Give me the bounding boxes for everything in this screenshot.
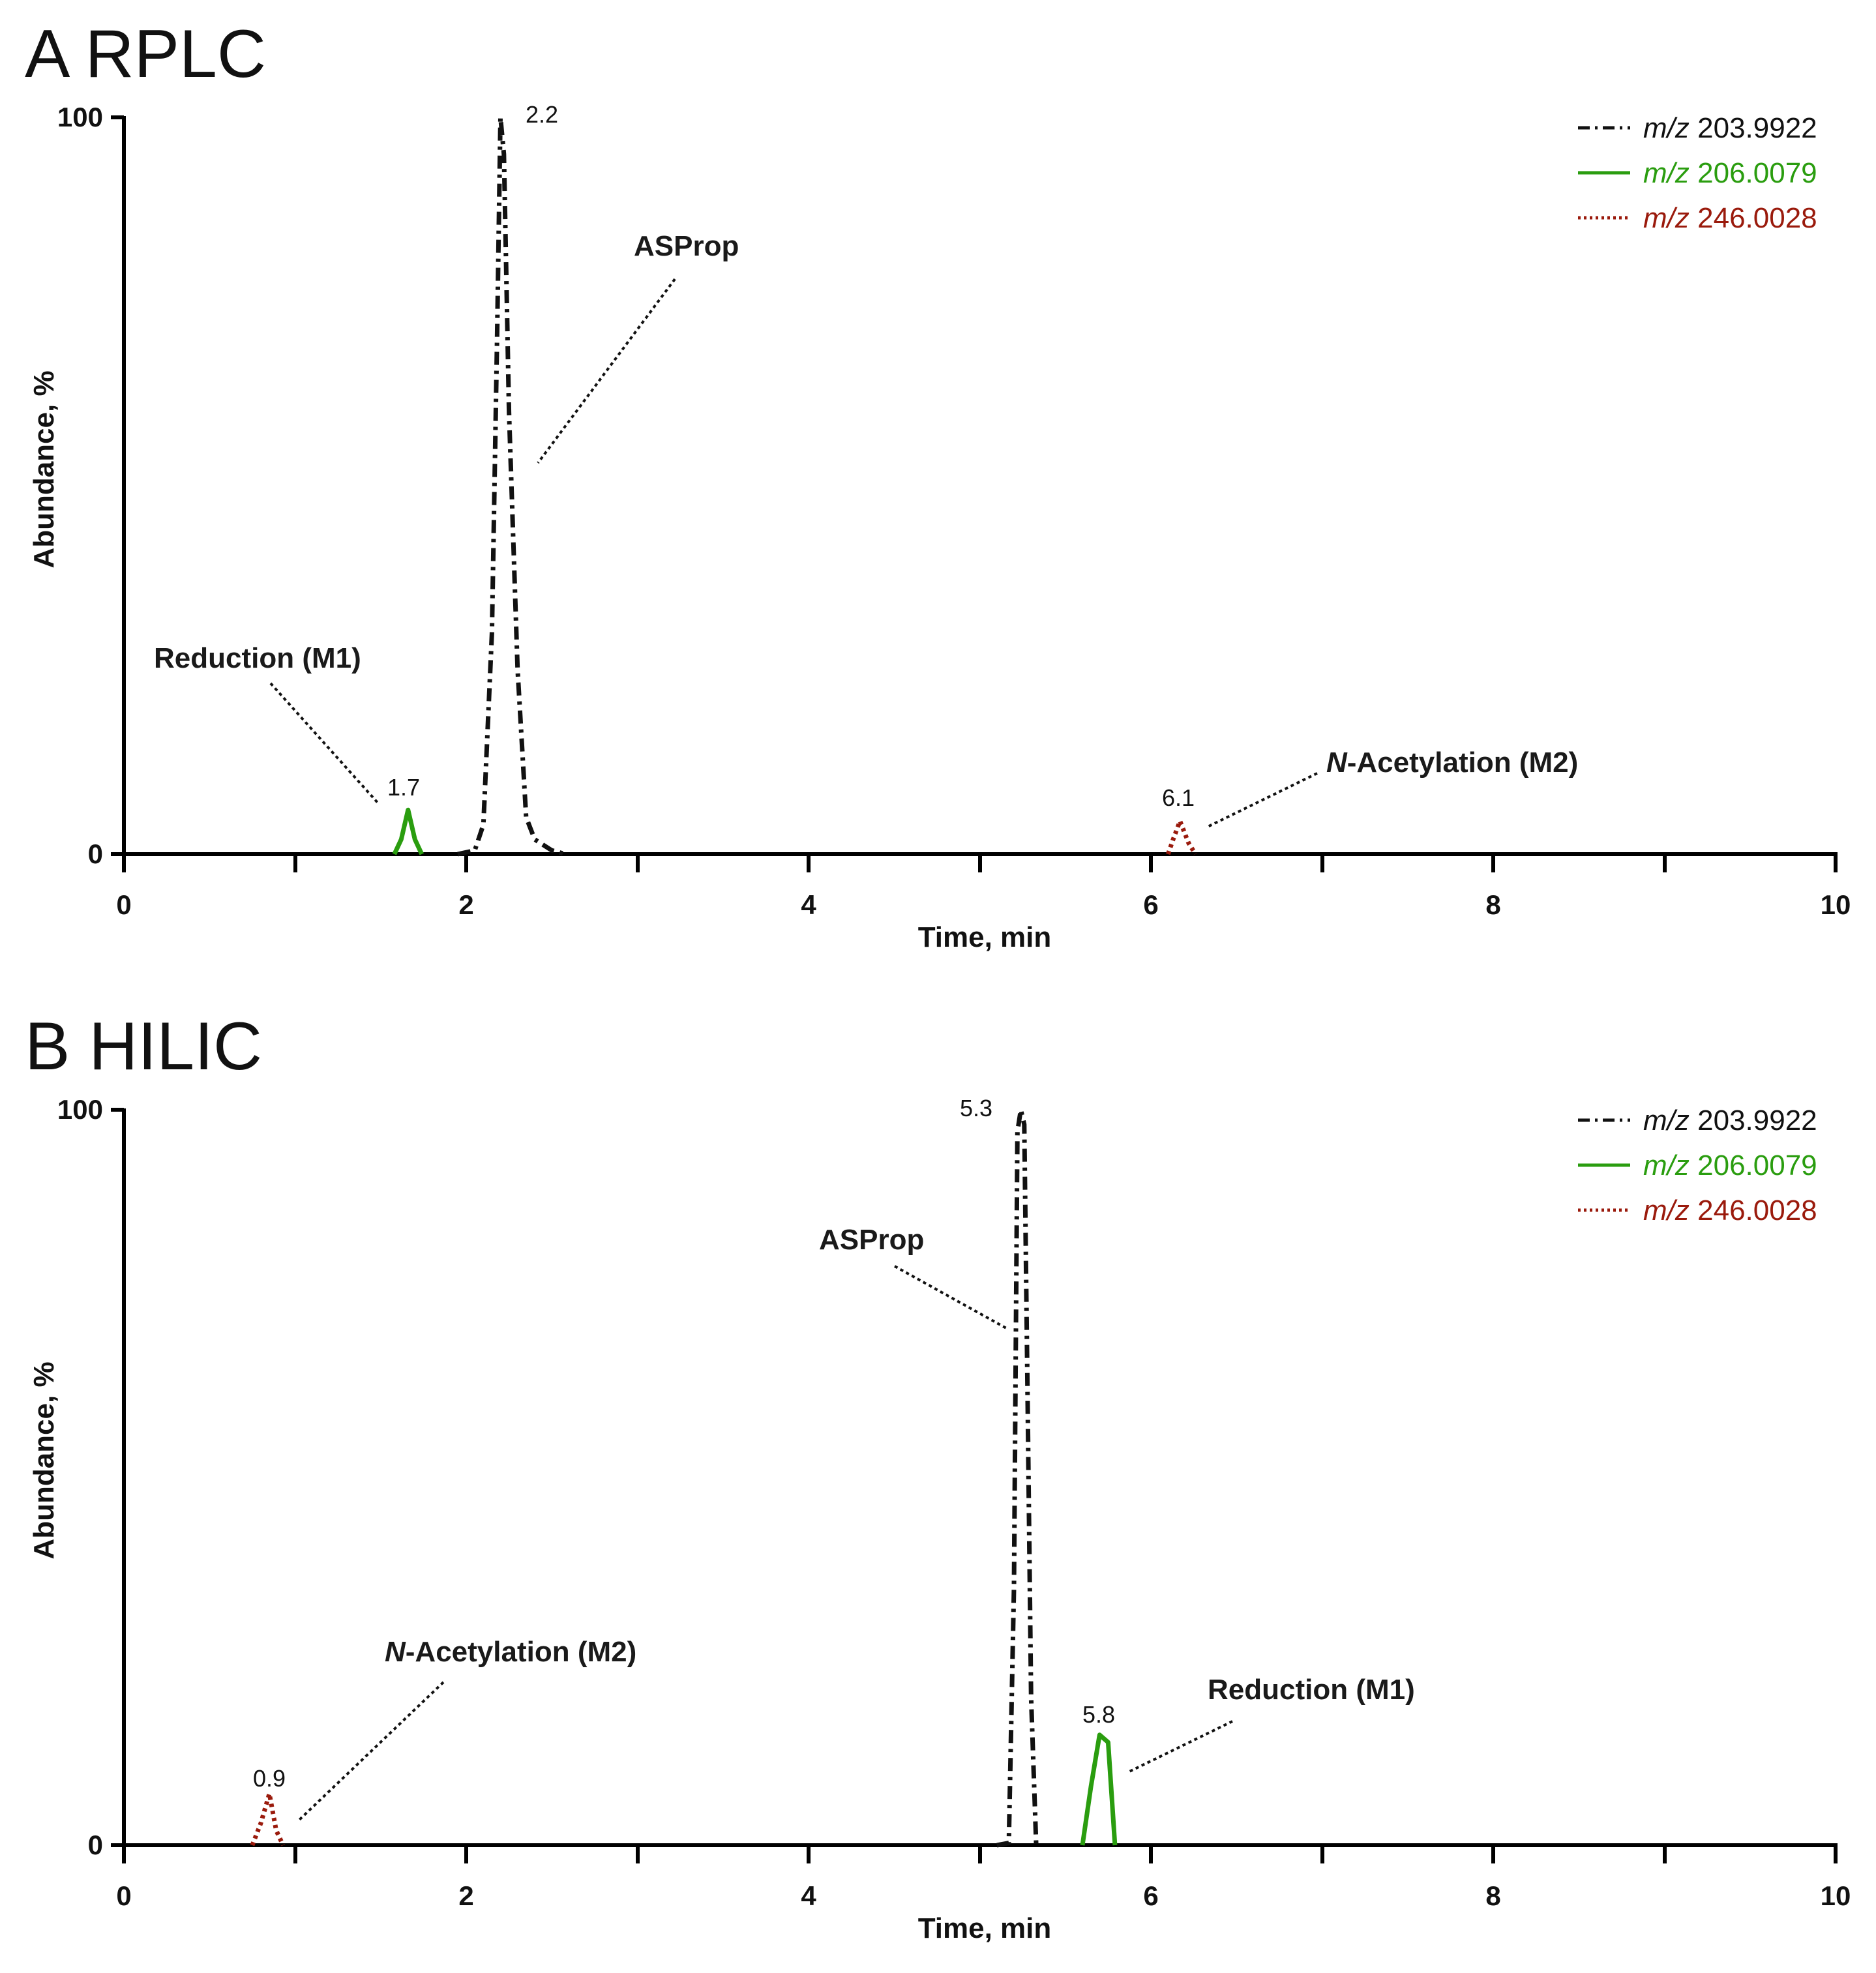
legend: m/z 203.9922 m/z 206.0079 m/z 246.0028 xyxy=(1578,112,1817,234)
annotation-italic-prefix: N xyxy=(1326,747,1348,779)
legend-entry: m/z 246.0028 xyxy=(1643,202,1817,234)
legend-entry: m/z 203.9922 xyxy=(1643,1105,1817,1136)
annotation-text: -Acetylation (M2) xyxy=(1347,747,1578,779)
panel-b-hilic: B HILIC Abundance, % 100 0 0 2 4 6 8 10 … xyxy=(25,1009,1851,1944)
leader-line xyxy=(269,682,380,805)
annotation-n-acetylation-m2: N-Acetylation (M2) xyxy=(385,1636,636,1668)
series-line-mz-246-0028 xyxy=(1165,818,1198,855)
leader-line xyxy=(297,1681,445,1822)
legend-entry: m/z 246.0028 xyxy=(1643,1194,1817,1226)
series-line-mz-203-9922 xyxy=(996,1107,1039,1848)
leader-line xyxy=(1127,1720,1233,1773)
y-tick-label: 0 xyxy=(88,838,103,869)
x-axis-label: Time, min xyxy=(918,921,1052,953)
series-line-mz-203-9922 xyxy=(457,115,567,857)
series-line-mz-206-0079 xyxy=(392,807,424,855)
panel-a-rplc: A RPLC Abundance, % 100 0 0 2 4 6 8 xyxy=(25,16,1851,953)
x-tick-label: 8 xyxy=(1485,1880,1500,1911)
x-tick-label: 6 xyxy=(1143,1880,1158,1911)
legend-entry: m/z 206.0079 xyxy=(1643,1150,1817,1181)
y-axis-label: Abundance, % xyxy=(28,370,60,568)
x-tick-label: 2 xyxy=(458,1880,473,1911)
x-tick-label: 0 xyxy=(116,889,131,920)
peak-label: 0.9 xyxy=(253,1765,286,1792)
x-tick-label: 0 xyxy=(116,1880,131,1911)
annotation-italic-prefix: N xyxy=(385,1636,406,1668)
y-axis-label: Abundance, % xyxy=(28,1361,60,1559)
peak-label: 5.8 xyxy=(1082,1701,1115,1728)
y-tick-label: 100 xyxy=(57,1094,103,1125)
y-tick-label: 100 xyxy=(57,102,103,132)
legend-entry: m/z 206.0079 xyxy=(1643,157,1817,189)
x-ticks xyxy=(122,1845,1838,1863)
x-ticks xyxy=(122,854,1838,872)
annotation-asprop: ASProp xyxy=(819,1224,924,1256)
panel-title: B HILIC xyxy=(25,1009,262,1084)
x-tick-label: 4 xyxy=(801,1880,816,1911)
x-tick-label: 10 xyxy=(1821,889,1851,920)
peak-label: 5.3 xyxy=(960,1095,992,1121)
annotation-n-acetylation-m2: N-Acetylation (M2) xyxy=(1326,747,1578,779)
annotation-reduction-m1: Reduction (M1) xyxy=(154,642,361,674)
leader-line xyxy=(537,278,676,464)
panel-title: A RPLC xyxy=(25,16,266,92)
x-axis-label: Time, min xyxy=(918,1912,1052,1944)
series-line-mz-206-0079 xyxy=(1080,1732,1118,1846)
x-tick-label: 2 xyxy=(458,889,473,920)
annotation-asprop: ASProp xyxy=(634,230,739,262)
legend: m/z 203.9922 m/z 206.0079 m/z 246.0028 xyxy=(1578,1105,1817,1226)
annotation-text: -Acetylation (M2) xyxy=(406,1636,636,1668)
x-tick-label: 6 xyxy=(1143,889,1158,920)
x-tick-label: 8 xyxy=(1485,889,1500,920)
y-tick-label: 0 xyxy=(88,1830,103,1860)
x-tick-label: 10 xyxy=(1821,1880,1851,1911)
series-line-mz-246-0028 xyxy=(250,1791,286,1847)
peak-label: 2.2 xyxy=(526,101,558,128)
leader-line xyxy=(1207,772,1318,828)
annotation-reduction-m1: Reduction (M1) xyxy=(1208,1674,1415,1706)
peak-label: 1.7 xyxy=(387,774,420,801)
legend-entry: m/z 203.9922 xyxy=(1643,112,1817,144)
x-tick-label: 4 xyxy=(801,889,816,920)
leader-line xyxy=(894,1265,1008,1330)
peak-label: 6.1 xyxy=(1162,784,1195,811)
